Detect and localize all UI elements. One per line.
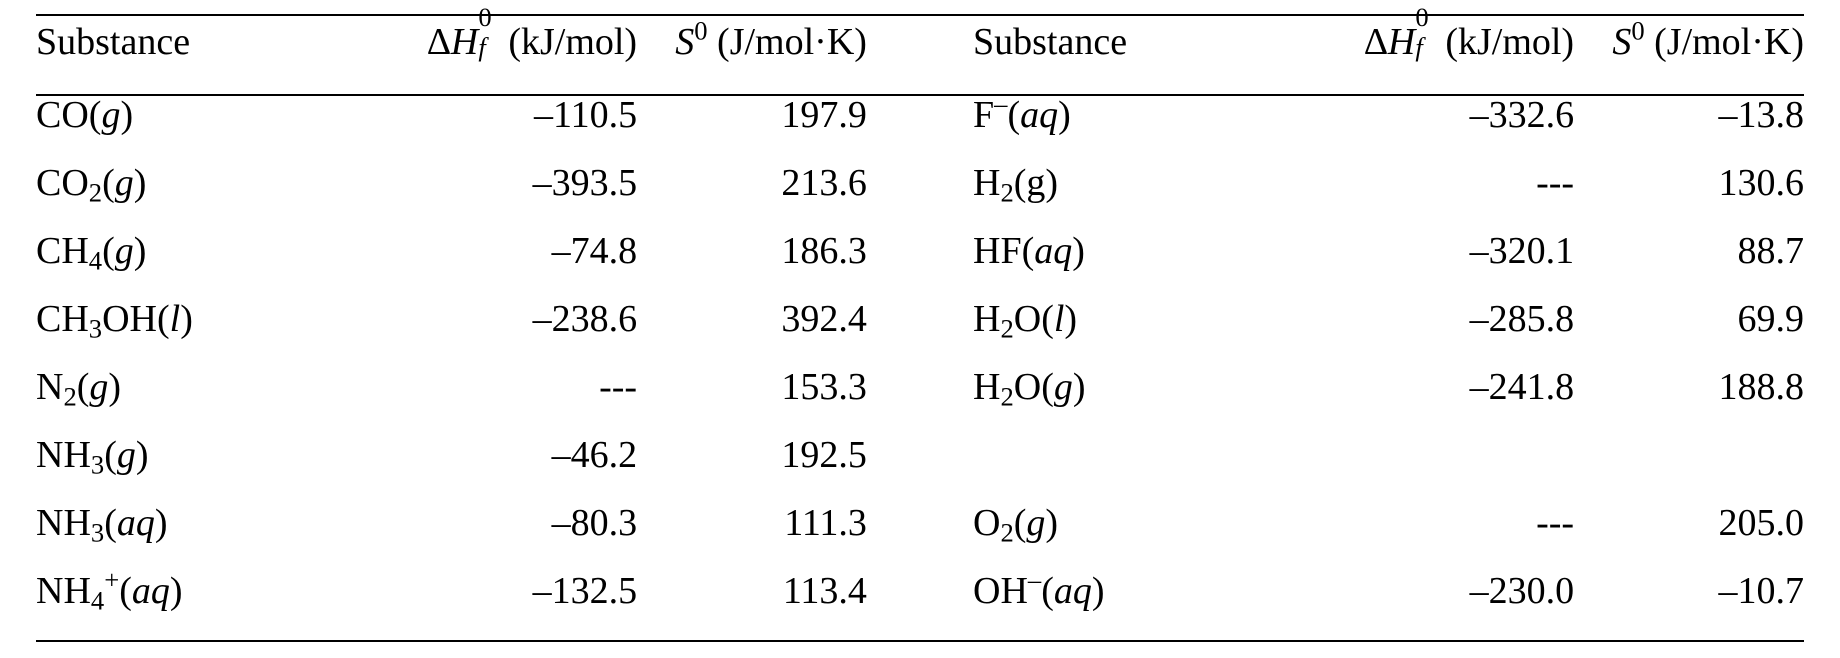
cell-dh: –393.5	[337, 164, 638, 232]
cell-substance: N2(g)	[36, 368, 337, 436]
col-header-s-left: S0 (J/mol·K)	[637, 15, 867, 95]
table-row: CO(g)–110.5197.9 F–(aq)–332.6–13.8	[36, 95, 1804, 164]
cell-substance: H2O(g)	[973, 368, 1274, 436]
col-header-substance-right: Substance	[973, 15, 1274, 95]
cell-substance	[973, 436, 1274, 504]
table-row: N2(g)---153.3 H2O(g)–241.8188.8	[36, 368, 1804, 436]
table-header-row: Substance ΔH0f (kJ/mol) S0 (J/mol·K) Sub…	[36, 15, 1804, 95]
cell-s: –10.7	[1574, 572, 1804, 641]
header-text: Substance	[36, 21, 190, 63]
cell-dh: –332.6	[1274, 95, 1575, 164]
cell-s: 153.3	[637, 368, 867, 436]
cell-s: 130.6	[1574, 164, 1804, 232]
thermo-data-page: Substance ΔH0f (kJ/mol) S0 (J/mol·K) Sub…	[0, 0, 1840, 658]
cell-dh: –241.8	[1274, 368, 1575, 436]
cell-dh: –80.3	[337, 504, 638, 572]
cell-gap	[867, 436, 973, 504]
cell-s: 113.4	[637, 572, 867, 641]
cell-s: 88.7	[1574, 232, 1804, 300]
cell-substance: OH–(aq)	[973, 572, 1274, 641]
cell-s: –13.8	[1574, 95, 1804, 164]
cell-s	[1574, 436, 1804, 504]
cell-s: 69.9	[1574, 300, 1804, 368]
col-header-dh-left: ΔH0f (kJ/mol)	[337, 15, 638, 95]
cell-dh: ---	[1274, 164, 1575, 232]
cell-substance: HF(aq)	[973, 232, 1274, 300]
cell-substance: O2(g)	[973, 504, 1274, 572]
header-text: Substance	[973, 21, 1127, 63]
cell-s: 205.0	[1574, 504, 1804, 572]
cell-dh: –230.0	[1274, 572, 1575, 641]
cell-dh: ---	[337, 368, 638, 436]
col-header-dh-right: ΔH0f (kJ/mol)	[1274, 15, 1575, 95]
table-row: NH3(aq)–80.3111.3 O2(g)---205.0	[36, 504, 1804, 572]
table-body: CO(g)–110.5197.9F–(aq)–332.6–13.8CO2(g)–…	[36, 95, 1804, 641]
cell-s: 197.9	[637, 95, 867, 164]
cell-dh: –320.1	[1274, 232, 1575, 300]
header-dh-units: (kJ/mol)	[508, 21, 637, 63]
cell-s: 111.3	[637, 504, 867, 572]
cell-substance: CH4(g)	[36, 232, 337, 300]
cell-gap	[867, 164, 973, 232]
cell-dh: –110.5	[337, 95, 638, 164]
header-dh-units: (kJ/mol)	[1445, 21, 1574, 63]
cell-gap	[867, 232, 973, 300]
table-row: CH4(g)–74.8186.3 HF(aq)–320.188.7	[36, 232, 1804, 300]
cell-substance: CO2(g)	[36, 164, 337, 232]
cell-s: 213.6	[637, 164, 867, 232]
cell-s: 188.8	[1574, 368, 1804, 436]
cell-gap	[867, 504, 973, 572]
cell-dh: –132.5	[337, 572, 638, 641]
cell-substance: CH3OH(l)	[36, 300, 337, 368]
col-header-s-right: S0 (J/mol·K)	[1574, 15, 1804, 95]
header-dh-symbol: ΔH0f	[427, 21, 509, 63]
table-row: CH3OH(l)–238.6392.4 H2O(l)–285.869.9	[36, 300, 1804, 368]
cell-dh: –238.6	[337, 300, 638, 368]
cell-gap	[867, 368, 973, 436]
cell-s: 392.4	[637, 300, 867, 368]
cell-substance: H2O(l)	[973, 300, 1274, 368]
thermo-table: Substance ΔH0f (kJ/mol) S0 (J/mol·K) Sub…	[36, 14, 1804, 642]
cell-dh	[1274, 436, 1575, 504]
cell-substance: NH4+(aq)	[36, 572, 337, 641]
cell-dh: –74.8	[337, 232, 638, 300]
cell-substance: F–(aq)	[973, 95, 1274, 164]
header-dh-symbol: ΔH0f	[1364, 21, 1446, 63]
cell-substance: NH3(g)	[36, 436, 337, 504]
table-row: CO2(g)–393.5213.6 H2(g)---130.6	[36, 164, 1804, 232]
cell-gap	[867, 572, 973, 641]
cell-dh: –285.8	[1274, 300, 1575, 368]
cell-s: 186.3	[637, 232, 867, 300]
cell-dh: ---	[1274, 504, 1575, 572]
cell-gap	[867, 300, 973, 368]
col-header-substance-left: Substance	[36, 15, 337, 95]
cell-gap	[867, 95, 973, 164]
table-row: NH3(g)–46.2192.5	[36, 436, 1804, 504]
cell-substance: H2(g)	[973, 164, 1274, 232]
col-gap	[867, 15, 973, 95]
table-row: NH4+(aq)–132.5113.4 OH–(aq)–230.0–10.7	[36, 572, 1804, 641]
cell-dh: –46.2	[337, 436, 638, 504]
cell-s: 192.5	[637, 436, 867, 504]
cell-substance: CO(g)	[36, 95, 337, 164]
cell-substance: NH3(aq)	[36, 504, 337, 572]
